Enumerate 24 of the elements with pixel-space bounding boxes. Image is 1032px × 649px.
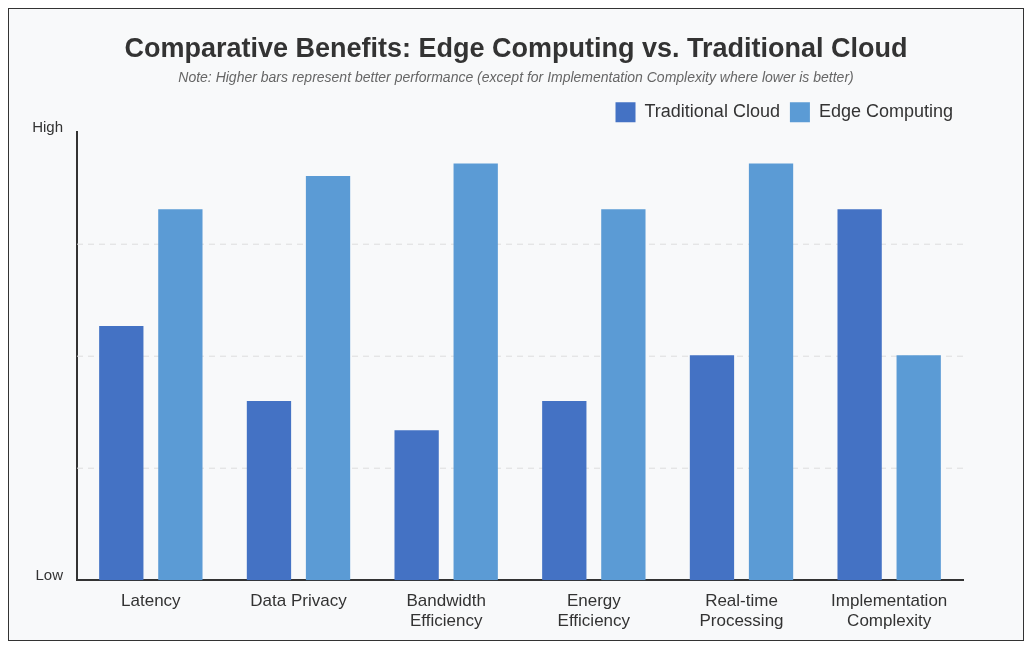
chart-title: Comparative Benefits: Edge Computing vs. Traditional Cloud <box>124 32 908 63</box>
bar <box>453 163 498 581</box>
x-tick-label: Bandwidth Efficiency <box>406 591 486 631</box>
bar <box>748 163 794 581</box>
bar <box>394 430 439 581</box>
legend-label: Edge Computing <box>818 101 954 122</box>
x-tick-label: Implementation Complexity <box>831 591 948 631</box>
bar <box>246 401 292 581</box>
x-tick-label: Energy Efficiency <box>557 591 631 631</box>
x-tick-label: Data Privacy <box>250 591 348 611</box>
chart-subtitle: Note: Higher bars represent better performance (except for Implementation Complexity where lower is better) <box>178 68 854 85</box>
text: Low <box>35 566 64 584</box>
text: High <box>32 118 63 136</box>
bar <box>837 209 882 581</box>
bar <box>305 175 351 581</box>
bar <box>158 209 203 581</box>
x-tick-label: Real-time Processing <box>699 591 784 631</box>
bar <box>601 209 646 581</box>
x-tick-label: Latency <box>121 591 182 611</box>
bar <box>896 355 941 581</box>
bar <box>689 355 735 581</box>
legend-label: Traditional Cloud <box>644 101 780 122</box>
bar <box>542 401 587 581</box>
bar <box>99 325 144 581</box>
